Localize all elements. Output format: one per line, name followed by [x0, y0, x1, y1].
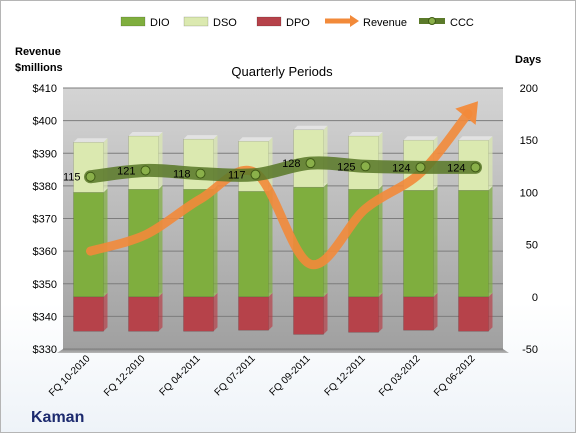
left-tick-label: $400 [33, 116, 57, 128]
dso-bar [183, 135, 218, 190]
left-tick-label: $410 [33, 83, 57, 95]
x-tick-label: FQ 12-2010 [102, 353, 148, 399]
right-tick-label: 150 [520, 135, 538, 147]
bars [73, 125, 493, 335]
right-tick-label: 200 [520, 83, 538, 95]
svg-text:DSO: DSO [213, 17, 237, 29]
left-tick-label: $370 [33, 214, 57, 226]
x-tick-label: FQ 09-2011 [268, 353, 313, 398]
left-tick-label: $350 [33, 279, 57, 291]
right-axis-ticks: -50 0 50 100 150 200 [520, 83, 538, 356]
lines [84, 101, 482, 269]
left-axis-title-line2: $millions [15, 62, 63, 74]
ccc-point [415, 162, 426, 173]
right-tick-label: -50 [522, 344, 538, 356]
dpo-bar [183, 292, 218, 332]
company-name: Kaman [31, 409, 84, 426]
legend: DIO DSO DPO Revenue CCC [120, 15, 474, 29]
x-tick-label: FQ 06-2012 [432, 353, 478, 399]
left-tick-label: $360 [33, 246, 57, 258]
x-tick-label: FQ 10-2010 [47, 353, 93, 399]
legend-item-dso: DSO [183, 16, 237, 29]
legend-item-ccc: CCC [419, 17, 474, 29]
ccc-data-label: 128 [282, 158, 300, 170]
ccc-data-label: 124 [392, 162, 410, 174]
left-tick-label: $380 [33, 181, 57, 193]
right-axis-title: Days [515, 54, 541, 66]
dpo-bar [238, 292, 273, 331]
ccc-data-label: 115 [63, 172, 81, 184]
x-tick-label: FQ 12-2011 [323, 353, 368, 398]
plot-floor [57, 349, 509, 353]
left-tick-label: $330 [33, 344, 57, 356]
dio-bar [458, 186, 493, 298]
ccc-point [195, 168, 206, 179]
ccc-data-label: 118 [173, 169, 191, 181]
ccc-point [360, 161, 371, 172]
legend-item-dio: DIO [120, 16, 170, 29]
dpo-bar [458, 292, 493, 332]
dpo-bar [293, 292, 328, 335]
dio-bar [403, 186, 438, 298]
chart-title: Quarterly Periods [231, 64, 333, 79]
right-tick-label: 50 [526, 240, 538, 252]
ccc-point [140, 165, 151, 176]
ccc-data-label: 117 [228, 170, 246, 182]
svg-text:Revenue: Revenue [363, 17, 407, 29]
left-axis-title-line1: Revenue [15, 46, 61, 58]
dio-bar [293, 183, 328, 298]
svg-text:DIO: DIO [150, 17, 170, 29]
legend-item-dpo: DPO [256, 16, 310, 29]
left-tick-label: $390 [33, 148, 57, 160]
revenue-line [86, 109, 473, 269]
ccc-data-labels: 115 121 118 117 128 125 124 124 [63, 158, 466, 184]
dpo-bar [403, 292, 438, 331]
svg-text:CCC: CCC [450, 17, 474, 29]
right-tick-label: 0 [532, 292, 538, 304]
left-axis-ticks: $330 $340 $350 $360 $370 $380 $390 $400 $410 [33, 83, 57, 356]
dpo-bar [73, 292, 108, 332]
x-tick-label: FQ 07-2011 [213, 353, 258, 398]
ccc-point [250, 169, 261, 180]
ccc-data-label: 124 [447, 162, 465, 174]
x-axis-ticks: FQ 10-2010 FQ 12-2010 FQ 04-2011 FQ 07-2011… [47, 353, 478, 399]
legend-item-revenue: Revenue [325, 15, 407, 29]
x-tick-label: FQ 03-2012 [377, 353, 423, 399]
dpo-bar [128, 292, 163, 332]
dso-bar [128, 132, 163, 190]
left-tick-label: $340 [33, 311, 57, 323]
ccc-data-label: 125 [337, 161, 355, 173]
dso-bar [73, 138, 108, 193]
svg-text:DPO: DPO [286, 17, 310, 29]
ccc-point [470, 162, 481, 173]
revenue-arrowhead [455, 101, 479, 125]
right-tick-label: 100 [520, 187, 538, 199]
dso-bar [293, 125, 328, 188]
x-tick-label: FQ 04-2011 [158, 353, 203, 398]
dpo-bar [348, 292, 383, 333]
ccc-point [85, 171, 96, 182]
dio-bar [238, 187, 273, 298]
ccc-data-label: 121 [117, 165, 135, 177]
dio-bar [73, 188, 108, 298]
ccc-point [305, 158, 316, 169]
